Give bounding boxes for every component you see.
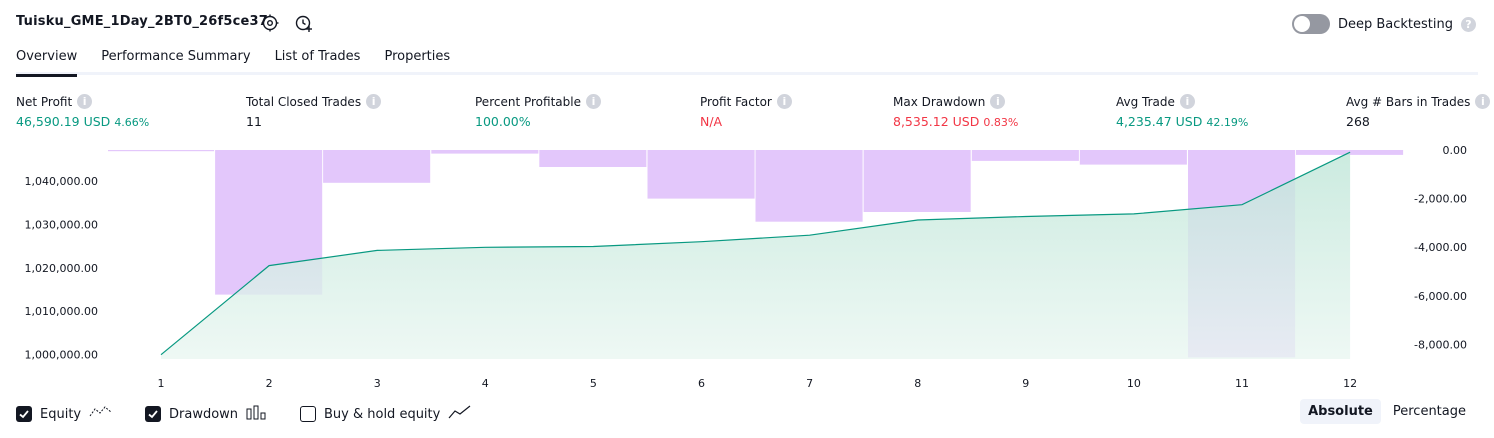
x-axis-tick-label: 7 xyxy=(806,377,813,390)
metric-value: 100.00% xyxy=(475,114,531,129)
metric-avg-trade: Avg Trade i 4,235.47 USD 42.19% xyxy=(1116,94,1248,129)
legend-buy-hold[interactable]: Buy & hold equity xyxy=(300,403,472,425)
drawdown-bar-9 xyxy=(971,150,1079,161)
add-alert-icon[interactable] xyxy=(294,13,314,33)
metric-value: 8,535.12 USD xyxy=(893,114,980,129)
strategy-title: Tuisku_GME_1Day_2BT0_26f5ce37 xyxy=(16,14,269,29)
drawdown-bar-6 xyxy=(647,150,755,199)
metric-label: Avg # Bars in Trades xyxy=(1346,94,1471,109)
left-axis: 1,000,000.00 1,010,000.00 1,020,000.00 1,03… xyxy=(25,175,98,362)
equity-checkbox[interactable] xyxy=(16,406,32,422)
tab-divider xyxy=(16,72,1478,75)
drawdown-bar-5 xyxy=(539,150,647,167)
drawdown-bar-1 xyxy=(108,150,215,152)
percentage-button[interactable]: Percentage xyxy=(1392,404,1466,419)
drawdown-bar-8 xyxy=(863,150,971,212)
deep-backtesting-toggle[interactable] xyxy=(1291,14,1330,34)
x-axis-tick-label: 4 xyxy=(482,377,489,390)
info-icon[interactable]: i xyxy=(1179,94,1195,109)
x-axis-tick-label: 5 xyxy=(590,377,597,390)
x-axis-tick-label: 2 xyxy=(266,377,273,390)
drawdown-bar-10 xyxy=(1079,150,1187,165)
left-axis-tick-label: 1,010,000.00 xyxy=(25,305,98,318)
info-icon[interactable]: i xyxy=(990,94,1006,109)
metric-label: Total Closed Trades xyxy=(246,94,362,109)
tab-properties[interactable]: Properties xyxy=(384,49,451,64)
info-icon[interactable]: i xyxy=(77,94,93,109)
x-axis-tick-label: 1 xyxy=(158,377,165,390)
legend-label: Equity xyxy=(40,406,82,422)
equity-line-icon xyxy=(89,404,113,424)
legend-label: Drawdown xyxy=(169,406,239,422)
legend-equity[interactable]: Equity xyxy=(16,403,113,425)
metric-percent: 0.83% xyxy=(983,116,1019,129)
equity-area xyxy=(161,152,1351,359)
tab-bar: Overview Performance Summary List of Tra… xyxy=(16,46,451,77)
drawdown-bars-icon xyxy=(246,404,268,424)
metric-avg-bars-in-trades: Avg # Bars in Trades i 268 xyxy=(1346,94,1491,129)
drawdown-bar-4 xyxy=(431,150,539,154)
toggle-knob xyxy=(1293,16,1310,32)
right-axis-tick-label: -4,000.00 xyxy=(1414,241,1467,254)
x-axis-tick-label: 6 xyxy=(698,377,705,390)
metric-value: N/A xyxy=(700,114,723,129)
metric-value: 4,235.47 USD xyxy=(1116,114,1203,129)
left-axis-tick-label: 1,000,000.00 xyxy=(25,349,98,362)
metric-percent: 4.66% xyxy=(114,116,150,129)
metric-label: Max Drawdown xyxy=(893,94,986,109)
buy-hold-checkbox[interactable] xyxy=(300,406,316,422)
legend-label: Buy & hold equity xyxy=(324,406,441,422)
metric-label: Avg Trade xyxy=(1116,94,1175,109)
tab-performance-summary[interactable]: Performance Summary xyxy=(101,49,251,64)
metric-percent-profitable: Percent Profitable i 100.00% xyxy=(475,94,601,129)
right-axis-tick-label: -6,000.00 xyxy=(1414,290,1467,303)
metric-max-drawdown: Max Drawdown i 8,535.12 USD 0.83% xyxy=(893,94,1018,129)
info-icon[interactable]: i xyxy=(366,94,382,109)
info-icon[interactable]: i xyxy=(776,94,792,109)
metric-value: 11 xyxy=(246,114,262,129)
drawdown-bar-7 xyxy=(755,150,863,222)
equity-drawdown-chart: 1,000,000.00 1,010,000.00 1,020,000.00 1,03… xyxy=(25,144,1467,390)
info-icon[interactable]: i xyxy=(585,94,601,109)
drawdown-checkbox[interactable] xyxy=(145,406,161,422)
scale-toggle: Absolute Percentage xyxy=(1300,399,1474,424)
help-icon[interactable]: ? xyxy=(1461,16,1476,32)
metric-net-profit: Net Profit i 46,590.19 USD 4.66% xyxy=(16,94,149,129)
drawdown-bar-3 xyxy=(323,150,431,183)
absolute-button[interactable]: Absolute xyxy=(1300,399,1381,424)
right-axis: 0.00 -2,000.00 -4,000.00 -6,000.00 -8,000.00 xyxy=(1414,144,1467,351)
metric-label: Profit Factor xyxy=(700,94,772,109)
right-axis-tick-label: -8,000.00 xyxy=(1414,338,1467,351)
metric-label: Percent Profitable xyxy=(475,94,581,109)
settings-gear-icon[interactable] xyxy=(260,13,280,33)
x-axis-tick-label: 12 xyxy=(1343,377,1357,390)
left-axis-tick-label: 1,020,000.00 xyxy=(25,262,98,275)
right-axis-tick-label: 0.00 xyxy=(1443,144,1468,157)
left-axis-tick-label: 1,030,000.00 xyxy=(25,218,98,231)
x-axis-tick-label: 8 xyxy=(914,377,921,390)
metric-value: 268 xyxy=(1346,114,1370,129)
legend-drawdown[interactable]: Drawdown xyxy=(145,403,268,425)
metric-percent: 42.19% xyxy=(1206,116,1249,129)
deep-backtesting-label: Deep Backtesting xyxy=(1337,16,1453,32)
x-axis-tick-label: 9 xyxy=(1022,377,1029,390)
equity-line xyxy=(160,151,1351,356)
tab-overview[interactable]: Overview xyxy=(16,46,78,77)
metric-label: Net Profit xyxy=(16,94,73,109)
metric-profit-factor: Profit Factor i N/A xyxy=(700,94,792,129)
tab-list-of-trades[interactable]: List of Trades xyxy=(274,49,361,64)
deep-backtesting-control: Deep Backtesting ? xyxy=(1291,13,1476,35)
x-axis-tick-label: 10 xyxy=(1127,377,1141,390)
x-axis-tick-label: 11 xyxy=(1235,377,1249,390)
x-axis-tick-label: 3 xyxy=(374,377,381,390)
x-axis: 1 2 3 4 5 6 7 8 9 10 11 12 xyxy=(158,377,1358,390)
metric-value: 46,590.19 USD xyxy=(16,114,111,129)
metric-total-closed-trades: Total Closed Trades i 11 xyxy=(246,94,382,129)
left-axis-tick-label: 1,040,000.00 xyxy=(25,175,98,188)
info-icon[interactable]: i xyxy=(1475,94,1491,109)
right-axis-tick-label: -2,000.00 xyxy=(1414,193,1467,206)
buy-hold-line-icon xyxy=(448,404,472,424)
